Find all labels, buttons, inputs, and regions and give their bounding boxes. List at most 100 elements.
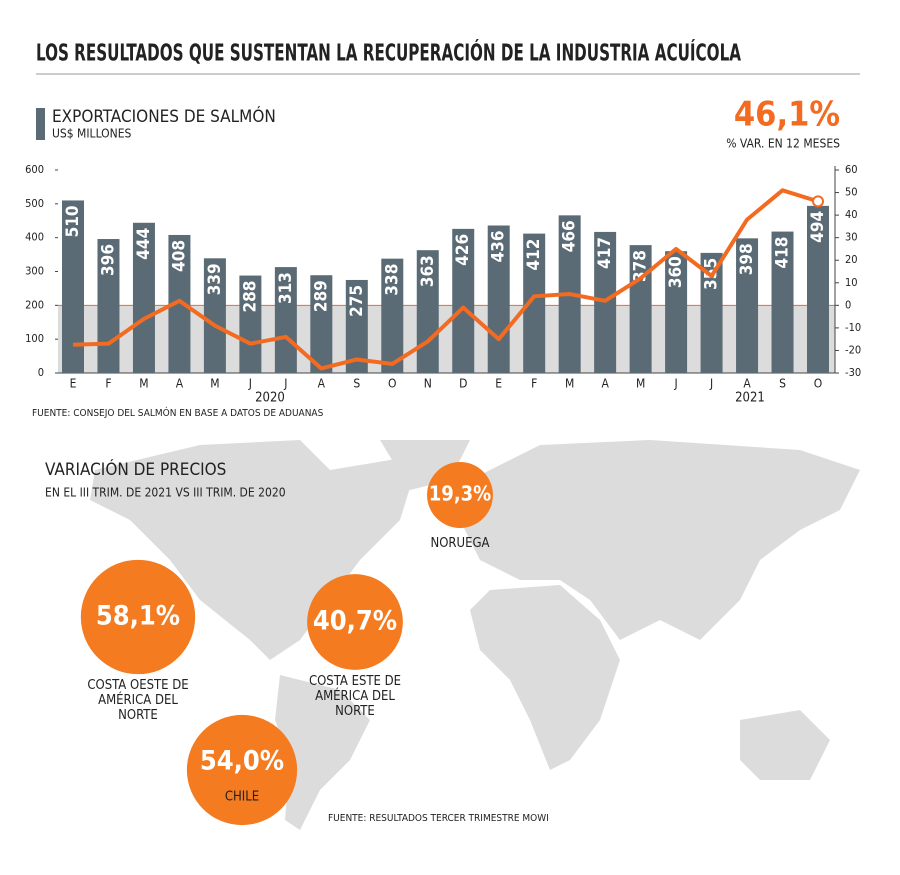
y2-tick-label: -30	[845, 366, 861, 379]
bar-value-label: 360	[666, 256, 686, 288]
bar	[310, 275, 333, 373]
x-tick-label: A	[176, 377, 184, 391]
bar	[239, 275, 262, 373]
price-value: 19,3%	[429, 482, 491, 506]
y-tick-label: 100	[25, 332, 44, 345]
bar-value-label: 436	[489, 230, 509, 262]
price-label: CHILE	[225, 790, 259, 805]
bar-value-label: 339	[205, 263, 225, 295]
x-tick-label: A	[743, 377, 751, 391]
y-tick-label: 0	[38, 366, 44, 379]
y2-tick-label: -10	[845, 321, 861, 334]
price-label: COSTA ESTE DE AMÉRICA DEL NORTE	[308, 674, 402, 719]
bar-value-label: 338	[382, 264, 402, 296]
bar-value-label: 288	[240, 281, 260, 313]
x-tick-label: J	[709, 377, 713, 391]
prices-subtitle: EN EL III TRIM. DE 2021 VS III TRIM. DE …	[45, 486, 286, 500]
bar-value-label: 396	[98, 244, 118, 276]
bar-value-label: 412	[524, 239, 544, 271]
world-map	[90, 440, 860, 830]
bar-value-label: 289	[311, 280, 331, 312]
y2-tick-label: 60	[845, 163, 858, 176]
x-tick-label: E	[495, 377, 502, 391]
price-label: NORUEGA	[430, 536, 490, 551]
y2-tick-label: -20	[845, 343, 861, 356]
x-tick-label: F	[531, 377, 537, 391]
bar	[132, 222, 155, 373]
x-tick-label: D	[459, 377, 467, 391]
y2-tick-label: 30	[845, 231, 858, 244]
source: FUENTE: CONSEJO DEL SALMÓN EN BASE A DAT…	[32, 406, 324, 419]
x-tick-label: N	[424, 377, 432, 391]
x-tick-label: A	[601, 377, 609, 391]
bar	[700, 252, 723, 373]
line	[72, 188, 819, 371]
bar-value-label: 426	[453, 234, 473, 266]
bar-value-label: 510	[63, 205, 83, 237]
prices-source: FUENTE: RESULTADOS TERCER TRIMESTRE MOWI	[328, 813, 549, 824]
y-tick-label: 600	[25, 163, 44, 176]
price-bubble	[186, 714, 298, 826]
bar-value-label: 313	[276, 272, 296, 304]
bar	[452, 228, 475, 373]
page-title: LOS RESULTADOS QUE SUSTENTAN LA RECUPERA…	[36, 39, 741, 67]
y-axis-label: US$ MILLONES	[52, 127, 132, 141]
x-tick-label: E	[70, 377, 77, 391]
bar	[736, 238, 759, 373]
price-bubble	[427, 462, 493, 528]
bar	[345, 279, 368, 373]
prices-title: VARIACIÓN DE PRECIOS	[45, 458, 226, 480]
x-tick-label: O	[814, 377, 823, 391]
y-tick-label: 300	[25, 265, 44, 278]
x-tick-label: S	[779, 377, 786, 391]
x-tick-label: F	[105, 377, 111, 391]
bar	[629, 245, 652, 373]
y2-tick-label: 40	[845, 208, 858, 221]
x-tick-label: A	[318, 377, 326, 391]
bar	[203, 258, 226, 373]
bar	[62, 200, 84, 373]
x-tick-label: M	[565, 377, 574, 391]
price-bubble	[307, 574, 403, 670]
x-tick-label: M	[210, 377, 219, 391]
bar	[807, 205, 829, 373]
year-label: 2021	[735, 391, 765, 406]
x-tick-label: S	[353, 377, 360, 391]
y-tick-label: 200	[25, 298, 44, 311]
year-label: 2020	[255, 391, 285, 406]
y2-tick-label: 0	[845, 298, 851, 311]
bar	[416, 250, 439, 373]
bar-value-label: 418	[773, 237, 793, 269]
legend-label: EXPORTACIONES DE SALMÓN	[52, 105, 276, 127]
price-label: COSTA OESTE DE AMÉRICA DEL NORTE	[87, 678, 189, 723]
bar	[523, 233, 546, 373]
bar	[665, 251, 688, 373]
x-tick-label: M	[139, 377, 148, 391]
y2-tick-label: 50	[845, 186, 858, 199]
bar-value-label: 466	[560, 220, 580, 252]
bar-value-label: 444	[134, 228, 154, 260]
price-value: 58,1%	[96, 601, 180, 632]
x-tick-label: O	[388, 377, 397, 391]
y2-tick-label: 20	[845, 253, 858, 266]
highlight-value: 46,1%	[734, 95, 840, 135]
bar	[274, 267, 297, 373]
bar-value-label: 398	[737, 243, 757, 275]
bar	[381, 258, 404, 373]
x-tick-label: J	[674, 377, 678, 391]
bar-value-label: 494	[808, 211, 828, 243]
legend-swatch	[36, 108, 45, 140]
price-bubble	[80, 559, 196, 675]
y2-tick-label: 10	[845, 276, 858, 289]
bar-value-label: 417	[595, 237, 615, 269]
y-tick-label: 500	[25, 197, 44, 210]
bar-value-label: 408	[169, 240, 189, 272]
price-value: 54,0%	[200, 746, 284, 777]
y-tick-label: 400	[25, 231, 44, 244]
bar-value-label: 363	[418, 255, 438, 287]
bar	[771, 231, 794, 373]
price-value: 40,7%	[313, 606, 397, 637]
line-legend: % VAR. EN 12 MESES	[726, 137, 840, 151]
